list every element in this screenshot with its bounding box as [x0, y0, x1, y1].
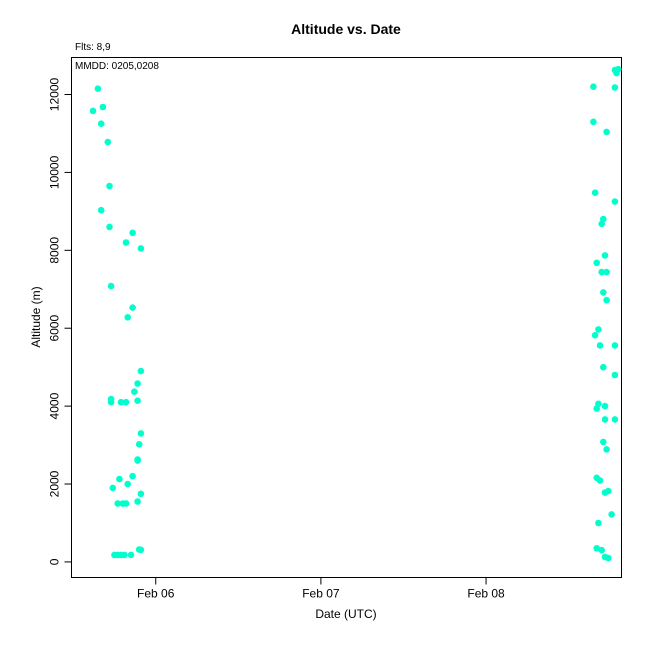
y-tick-label: 4000 — [48, 392, 62, 419]
y-tick-label: 2000 — [48, 470, 62, 497]
data-point — [603, 446, 610, 453]
data-point — [601, 489, 609, 496]
x-tick-label: Feb 07 — [302, 587, 340, 601]
data-point — [591, 331, 599, 339]
data-point — [131, 388, 138, 396]
data-point — [137, 490, 145, 498]
data-point — [600, 363, 607, 371]
data-point — [590, 83, 597, 90]
data-point — [122, 500, 130, 507]
data-point — [94, 85, 102, 92]
data-point — [611, 84, 619, 91]
data-point — [598, 220, 605, 228]
data-point — [106, 223, 113, 231]
data-point — [109, 484, 117, 492]
x-axis: Feb 06 Feb 07 Feb 08 — [137, 577, 505, 601]
data-point — [89, 107, 97, 115]
data-point — [591, 189, 599, 196]
data-point — [601, 416, 609, 423]
data-point — [122, 398, 130, 406]
data-point — [129, 472, 136, 480]
data-point — [603, 296, 610, 304]
data-point — [127, 551, 135, 559]
data-point — [134, 498, 141, 505]
data-point — [107, 398, 115, 406]
chart-title: Altitude vs. Date — [291, 21, 401, 37]
y-tick-label: 6000 — [48, 315, 62, 342]
data-point — [107, 282, 115, 290]
data-point — [605, 554, 612, 562]
data-point — [134, 380, 141, 387]
data-point — [611, 198, 619, 205]
data-point — [137, 430, 145, 437]
data-point — [124, 314, 131, 321]
data-point — [104, 138, 112, 146]
data-point — [134, 457, 141, 464]
data-point — [611, 342, 619, 349]
data-point — [106, 182, 113, 190]
y-tick-label: 0 — [48, 558, 62, 565]
data-point — [114, 500, 121, 507]
data-point — [603, 128, 610, 136]
data-point — [603, 268, 610, 276]
data-point — [593, 259, 600, 267]
data-point — [135, 441, 143, 448]
y-tick-label: 10000 — [48, 155, 62, 189]
data-point — [596, 342, 604, 349]
y-axis: 0 2000 4000 6000 8000 10000 12000 — [48, 77, 72, 565]
data-point — [121, 551, 128, 559]
y-tick-label: 8000 — [48, 237, 62, 264]
data-point — [99, 103, 107, 111]
data-point — [613, 69, 620, 77]
data-point — [593, 545, 600, 552]
data-points — [89, 65, 622, 562]
data-point — [117, 398, 125, 406]
data-point — [601, 252, 609, 259]
data-point — [97, 206, 105, 214]
data-point — [124, 480, 131, 488]
data-point — [137, 546, 145, 554]
data-point — [600, 438, 607, 446]
data-point — [590, 118, 597, 126]
data-point — [598, 268, 605, 276]
flights-annotation: Flts: 8,9 — [75, 42, 111, 53]
data-point — [600, 289, 607, 296]
data-point — [593, 405, 600, 412]
plot-frame — [71, 57, 622, 578]
x-tick-label: Feb 06 — [137, 587, 175, 601]
data-point — [595, 519, 602, 527]
data-point — [122, 239, 130, 246]
y-tick-label: 12000 — [48, 77, 62, 111]
mmdd-annotation: MMDD: 0205,0208 — [75, 61, 159, 72]
data-point — [129, 304, 136, 311]
data-point — [97, 120, 105, 127]
data-point — [137, 367, 145, 375]
data-point — [134, 397, 141, 405]
data-point — [611, 371, 619, 379]
data-point — [601, 402, 609, 410]
data-point — [596, 477, 604, 484]
data-point — [116, 475, 123, 483]
y-axis-label: Altitude (m) — [29, 286, 43, 347]
data-point — [611, 416, 619, 423]
x-axis-label: Date (UTC) — [315, 607, 376, 621]
data-point — [137, 245, 145, 252]
data-point — [608, 511, 615, 518]
data-point — [129, 229, 136, 237]
data-point — [598, 546, 605, 554]
x-tick-label: Feb 08 — [467, 587, 505, 601]
data-point — [595, 326, 602, 333]
